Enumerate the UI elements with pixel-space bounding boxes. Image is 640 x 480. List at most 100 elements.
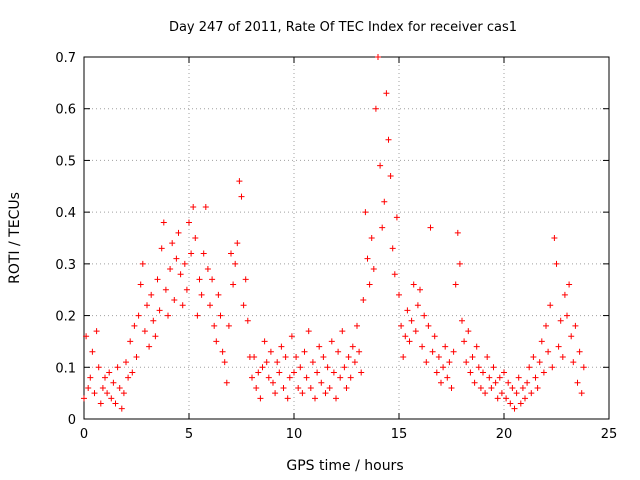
data-point	[450, 348, 457, 355]
data-point	[333, 395, 339, 402]
data-point	[242, 276, 249, 283]
data-point	[171, 297, 178, 304]
data-point	[295, 384, 302, 391]
data-point	[158, 245, 165, 252]
data-point	[190, 203, 197, 210]
data-point	[467, 369, 474, 376]
data-point	[297, 364, 304, 371]
data-point	[398, 322, 405, 329]
data-point	[480, 369, 486, 376]
data-point	[148, 291, 155, 298]
data-point	[557, 317, 564, 324]
data-point	[131, 322, 138, 329]
data-point	[312, 395, 318, 402]
data-point	[83, 333, 90, 340]
data-point	[129, 369, 136, 376]
data-point	[324, 364, 331, 371]
data-point	[511, 405, 518, 412]
x-tick-label: 15	[391, 427, 408, 442]
data-point	[204, 266, 211, 273]
data-point	[186, 219, 192, 226]
chart-title: Day 247 of 2011, Rate Of TEC Index for r…	[169, 20, 517, 35]
data-point	[538, 338, 545, 345]
data-point	[469, 353, 476, 360]
data-point	[211, 322, 218, 329]
data-point	[146, 343, 153, 350]
data-point	[456, 260, 463, 267]
data-point	[482, 390, 489, 397]
data-point	[433, 369, 440, 376]
data-point	[162, 286, 169, 293]
data-point	[261, 338, 268, 345]
data-point	[566, 281, 573, 288]
data-point	[81, 395, 87, 402]
data-point	[351, 359, 358, 366]
data-point	[360, 297, 367, 304]
data-point	[89, 348, 96, 355]
data-point	[498, 390, 505, 397]
data-point	[578, 390, 585, 397]
data-point	[173, 255, 180, 262]
data-point	[496, 374, 503, 381]
data-point	[358, 369, 365, 376]
axis-ticks: 0 5 10 15 20 25 0 0.1 0.2 0.3 0.4 0.5 0.6 0.7	[55, 51, 617, 442]
data-point	[375, 54, 381, 60]
y-tick-label: 0.7	[55, 51, 76, 66]
data-point	[459, 317, 465, 324]
data-point	[326, 384, 333, 391]
data-point	[133, 353, 140, 360]
x-tick-label: 5	[185, 427, 193, 442]
data-point	[448, 384, 455, 391]
data-point	[104, 390, 111, 397]
data-point	[141, 328, 148, 335]
data-point	[183, 286, 190, 293]
data-point	[93, 328, 100, 335]
data-point	[568, 333, 575, 340]
data-point	[291, 369, 297, 376]
data-point	[580, 364, 587, 371]
data-point	[232, 260, 239, 267]
data-point	[167, 266, 174, 273]
data-point	[154, 276, 161, 283]
data-point	[417, 286, 423, 293]
data-point	[97, 400, 104, 407]
data-point	[198, 291, 205, 298]
data-point	[288, 333, 295, 340]
y-tick-label: 0.3	[55, 258, 76, 273]
data-point	[314, 369, 321, 376]
data-point	[494, 395, 501, 402]
data-point	[475, 364, 482, 371]
data-point	[234, 240, 241, 247]
data-point	[114, 364, 121, 371]
data-points	[81, 54, 587, 412]
data-point	[366, 281, 373, 288]
data-point	[421, 312, 428, 319]
data-point	[372, 105, 379, 112]
data-point	[370, 266, 377, 273]
data-point	[452, 281, 459, 288]
data-point	[215, 291, 222, 298]
data-point	[307, 384, 314, 391]
data-point	[385, 136, 392, 143]
data-point	[255, 369, 262, 376]
data-point	[488, 384, 495, 391]
data-point	[303, 374, 310, 381]
x-tick-label: 20	[496, 427, 513, 442]
data-point	[284, 395, 291, 402]
data-point	[368, 235, 375, 241]
data-point	[118, 405, 125, 412]
data-point	[120, 390, 127, 397]
data-point	[272, 390, 279, 397]
data-point	[379, 224, 386, 231]
data-point	[330, 369, 337, 376]
data-point	[507, 400, 514, 407]
data-point	[402, 333, 409, 340]
data-point	[293, 353, 300, 360]
data-point	[200, 250, 207, 257]
data-point	[251, 353, 258, 360]
data-point	[335, 348, 342, 355]
data-point	[477, 384, 484, 391]
data-point	[112, 400, 119, 407]
data-point	[528, 390, 535, 397]
data-point	[253, 384, 260, 391]
